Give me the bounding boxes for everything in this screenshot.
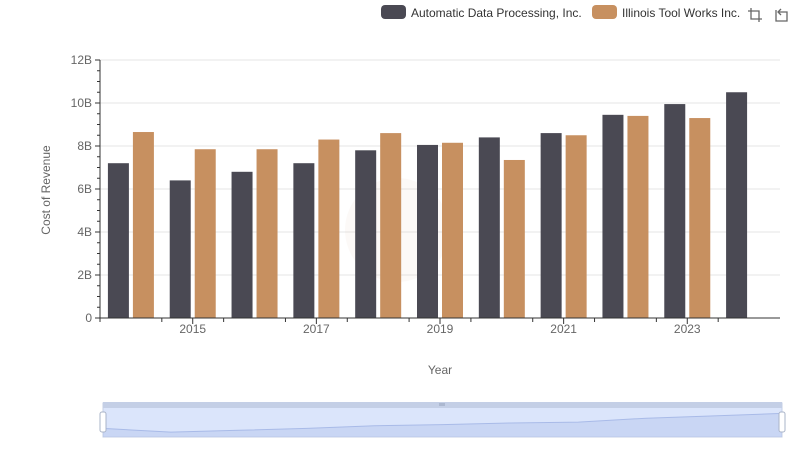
- zoom-handle-left[interactable]: [99, 411, 107, 433]
- bar-itw-2018[interactable]: [380, 133, 402, 318]
- bar-adp-2021[interactable]: [540, 133, 562, 318]
- legend: Automatic Data Processing, Inc. Illinois…: [381, 5, 740, 20]
- data-zoom-slider[interactable]: [99, 402, 786, 438]
- x-tick-label: 2021: [550, 322, 577, 336]
- bar-adp-2023[interactable]: [664, 104, 686, 318]
- zoom-select-icon[interactable]: [748, 8, 762, 22]
- bar-adp-2024[interactable]: [726, 92, 748, 318]
- bar-adp-2022[interactable]: [602, 114, 624, 318]
- legend-label-adp: Automatic Data Processing, Inc.: [411, 6, 582, 20]
- x-tick-label: 2023: [674, 322, 701, 336]
- legend-item-itw[interactable]: Illinois Tool Works Inc.: [592, 5, 740, 20]
- bar-itw-2015[interactable]: [194, 149, 216, 318]
- zoom-handle-right[interactable]: [778, 411, 786, 433]
- bar-adp-2019[interactable]: [417, 144, 438, 318]
- bar-itw-2016[interactable]: [256, 149, 278, 318]
- bar-itw-2019[interactable]: [442, 142, 463, 318]
- y-tick-label: 4B: [77, 225, 92, 239]
- y-tick-label: 8B: [77, 139, 92, 153]
- x-axis-ticks: 2015 2017 2019 2021 2023: [179, 322, 701, 336]
- x-axis-title: Year: [428, 363, 452, 377]
- y-tick-label: 2B: [77, 268, 92, 282]
- bar-itw-2017[interactable]: [318, 139, 340, 318]
- axes: [95, 59, 780, 324]
- bar-itw-2014[interactable]: [132, 132, 154, 318]
- y-tick-label: 0: [85, 311, 92, 325]
- y-axis-ticks: 0 2B 4B 6B 8B 10B 12B: [71, 53, 93, 325]
- bar-itw-2022[interactable]: [627, 115, 649, 319]
- bar-adp-2020[interactable]: [478, 137, 500, 318]
- zoom-preview-line: [102, 412, 783, 433]
- legend-swatch-itw: [592, 5, 617, 19]
- y-tick-label: 6B: [77, 182, 92, 196]
- y-tick-label: 12B: [71, 53, 92, 67]
- bar-itw-2020[interactable]: [503, 159, 525, 318]
- y-axis-title: Cost of Revenue: [39, 145, 53, 235]
- bars: [107, 92, 748, 319]
- legend-label-itw: Illinois Tool Works Inc.: [622, 6, 740, 20]
- x-tick-label: 2015: [179, 322, 206, 336]
- bar-adp-2017[interactable]: [293, 163, 315, 318]
- y-tick-label: 10B: [71, 96, 92, 110]
- zoom-top-bar[interactable]: [103, 402, 782, 408]
- bar-itw-2023[interactable]: [689, 118, 711, 318]
- zoom-grip-icon: [439, 403, 445, 406]
- bar-adp-2014[interactable]: [107, 163, 129, 318]
- zoom-reset-icon[interactable]: [775, 8, 788, 22]
- bar-adp-2018[interactable]: [355, 150, 377, 318]
- bar-adp-2015[interactable]: [169, 180, 191, 318]
- bar-adp-2016[interactable]: [231, 171, 253, 318]
- x-tick-label: 2019: [427, 322, 454, 336]
- zoom-preview-area: [103, 413, 782, 437]
- legend-item-adp[interactable]: Automatic Data Processing, Inc.: [381, 5, 582, 20]
- legend-swatch-adp: [381, 5, 406, 19]
- bar-itw-2021[interactable]: [565, 135, 587, 318]
- x-tick-label: 2017: [303, 322, 330, 336]
